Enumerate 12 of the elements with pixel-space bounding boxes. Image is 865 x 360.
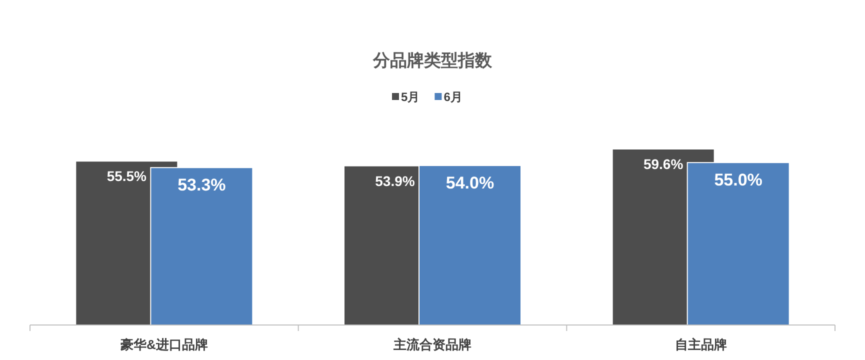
legend-label: 6月 — [444, 90, 462, 104]
data-label: 54.0% — [446, 174, 494, 193]
x-tick-label: 自主品牌 — [674, 337, 727, 352]
x-tick-label: 主流合资品牌 — [392, 337, 472, 352]
legend-label: 5月 — [401, 90, 420, 104]
data-label: 59.6% — [643, 156, 684, 172]
chart-title: 分品牌类型指数 — [372, 51, 493, 70]
x-tick-label: 豪华&进口品牌 — [119, 337, 208, 352]
data-label: 53.9% — [375, 172, 416, 189]
data-label: 55.0% — [714, 170, 762, 190]
data-label: 55.5% — [106, 168, 148, 184]
data-label: 53.3% — [178, 176, 226, 195]
